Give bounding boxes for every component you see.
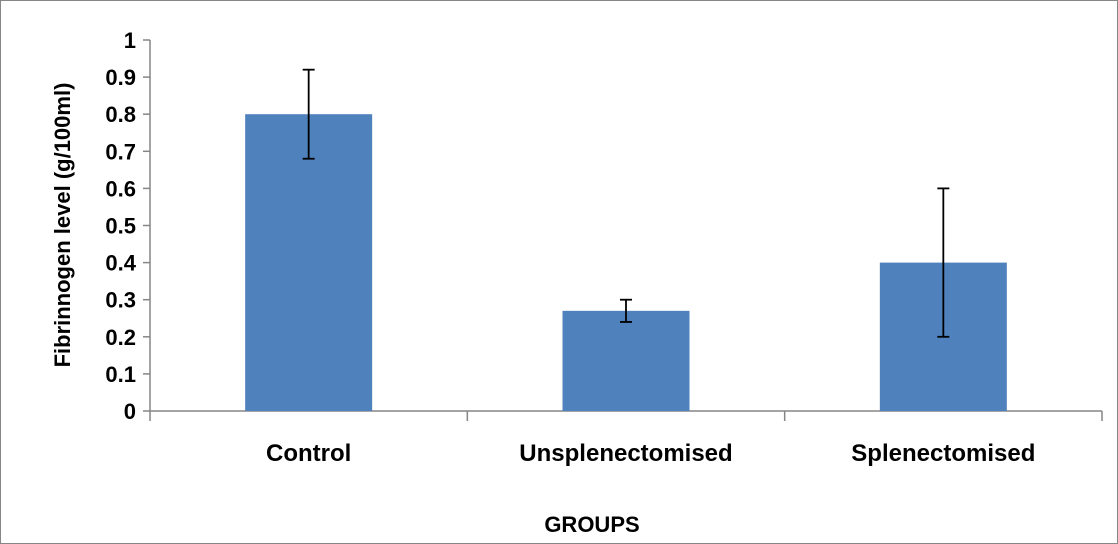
x-axis-title: GROUPS	[544, 512, 639, 537]
y-tick-label: 1	[124, 28, 136, 53]
category-label: Control	[266, 440, 351, 467]
bar-control	[245, 114, 373, 411]
y-tick-label: 0.6	[105, 176, 136, 201]
y-tick-label: 0.8	[105, 102, 136, 127]
y-tick-label: 0.3	[105, 288, 136, 313]
y-tick-label: 0.9	[105, 65, 136, 90]
bar-unsplenectomised	[562, 310, 690, 411]
y-axis-title: Fibrinnogen level (g/100ml)	[50, 83, 75, 368]
y-tick-label: 0.1	[105, 362, 136, 387]
category-label: Unsplenectomised	[519, 440, 732, 467]
y-tick-label: 0.5	[105, 214, 136, 239]
y-tick-label: 0.2	[105, 325, 136, 350]
y-tick-label: 0.4	[105, 251, 136, 276]
category-label: Splenectomised	[851, 440, 1035, 467]
y-tick-label: 0	[124, 399, 136, 424]
y-tick-label: 0.7	[105, 139, 136, 164]
